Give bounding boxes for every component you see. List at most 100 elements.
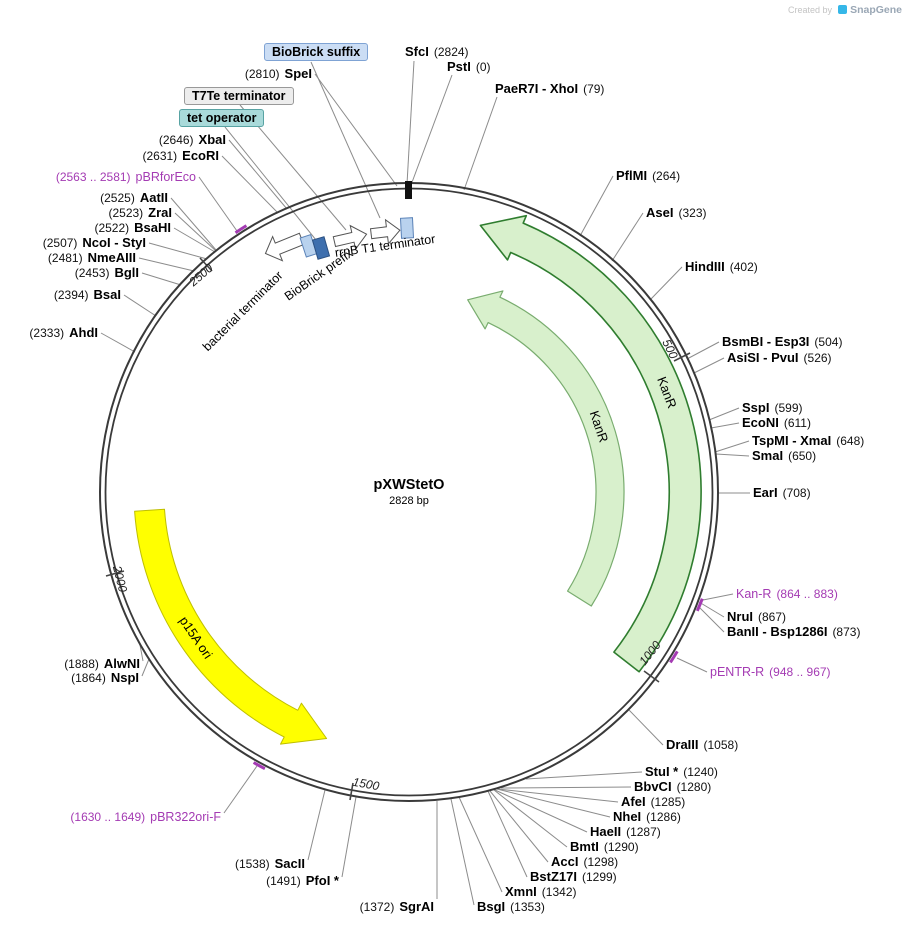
site-position: (402)	[729, 260, 758, 274]
site-label[interactable]: (2507) NcoI - StyI	[43, 235, 146, 251]
t7te-terminator-shape[interactable]	[332, 222, 370, 253]
site-name: XmnI	[505, 884, 537, 899]
site-position: (1058)	[703, 738, 739, 752]
primer-label[interactable]: Kan-R (864 .. 883)	[736, 586, 838, 602]
site-label[interactable]: EcoNI (611)	[742, 415, 811, 431]
site-label[interactable]: SfcI (2824)	[405, 44, 469, 60]
site-label[interactable]: TspMI - XmaI (648)	[752, 433, 864, 449]
pbrforeco-primer-arc	[234, 224, 248, 234]
site-position: (2522)	[94, 221, 130, 235]
site-name: BsaHI	[134, 220, 171, 235]
site-position: (1342)	[541, 885, 577, 899]
plasmid-title: pXWStetO 2828 bp	[334, 477, 484, 507]
site-label[interactable]: (2522) BsaHI	[94, 220, 171, 236]
site-label[interactable]: AfeI (1285)	[621, 794, 685, 810]
site-label[interactable]: (2333) AhdI	[29, 325, 98, 341]
primer-label[interactable]: (1630 .. 1649) pBR322ori-F	[70, 809, 221, 825]
primer-arcs[interactable]	[234, 224, 704, 771]
site-label[interactable]: DraIII (1058)	[666, 737, 738, 753]
site-name: EarI	[753, 485, 778, 500]
site-name: EcoRI	[182, 148, 219, 163]
site-name: AfeI	[621, 794, 646, 809]
biobrick-suffix-label[interactable]: BioBrick suffix	[264, 43, 369, 61]
site-label[interactable]: (2394) BsaI	[54, 287, 121, 303]
site-label[interactable]: BsgI (1353)	[477, 899, 545, 915]
site-label[interactable]: BstZ17I (1299)	[530, 869, 617, 885]
site-label[interactable]: (2523) ZraI	[108, 205, 172, 221]
site-label[interactable]: (1372) SgrAI	[360, 899, 434, 915]
site-label[interactable]: (2646) XbaI	[159, 132, 226, 148]
site-name: BbvCI	[634, 779, 672, 794]
site-label[interactable]: HaeII (1287)	[590, 824, 661, 840]
credit: Created by SnapGene	[788, 4, 902, 16]
site-name: NcoI - StyI	[82, 235, 146, 250]
kanr-inner-arrow[interactable]	[467, 290, 625, 607]
primer-position: (1630 .. 1649)	[70, 810, 146, 824]
rrnb-t1-terminator-shape[interactable]	[369, 218, 402, 245]
site-name: NspI	[110, 670, 139, 685]
site-name: EcoNI	[742, 415, 779, 430]
site-position: (2824)	[433, 45, 469, 59]
site-name: BsaI	[93, 287, 121, 302]
site-label[interactable]: (2631) EcoRI	[142, 148, 219, 164]
site-position: (264)	[652, 169, 681, 183]
site-label[interactable]: StuI * (1240)	[645, 764, 718, 780]
tet-operator-label[interactable]: tet operator	[179, 109, 265, 127]
primer-name: Kan-R	[736, 587, 772, 601]
site-name: SmaI	[752, 448, 784, 463]
primer-name: pBRforEco	[135, 170, 196, 184]
site-label[interactable]: AsiSI - PvuI (526)	[727, 350, 832, 366]
site-label[interactable]: HindIII (402)	[685, 259, 758, 275]
primer-label[interactable]: (2563 .. 2581) pBRforEco	[56, 169, 196, 185]
site-label[interactable]: BmtI (1290)	[570, 839, 639, 855]
site-label[interactable]: (2453) BglI	[75, 265, 139, 281]
tet-operator-box[interactable]	[311, 236, 331, 260]
site-name: NruI	[727, 609, 753, 624]
site-label[interactable]: BsmBI - Esp3I (504)	[722, 334, 842, 350]
site-position: (323)	[678, 206, 707, 220]
primer-position: (2563 .. 2581)	[55, 170, 131, 184]
site-position: (648)	[836, 434, 865, 448]
site-label[interactable]: EarI (708)	[753, 485, 811, 501]
site-label[interactable]: NheI (1286)	[613, 809, 681, 825]
primer-label[interactable]: pENTR-R (948 .. 967)	[710, 664, 831, 680]
site-position: (1285)	[650, 795, 686, 809]
site-label[interactable]: BanII - Bsp1286I (873)	[727, 624, 860, 640]
site-name: HindIII	[685, 259, 725, 274]
site-position: (599)	[774, 401, 803, 415]
site-label[interactable]: AseI (323)	[646, 205, 706, 221]
site-label[interactable]: (2481) NmeAIII	[48, 250, 136, 266]
site-name: SacII	[274, 856, 305, 871]
p15a-ori-arrow[interactable]	[134, 508, 328, 745]
site-label[interactable]: (2810) SpeI	[245, 66, 312, 82]
kanr-outer-arrow[interactable]	[479, 214, 702, 673]
site-position: (650)	[788, 449, 817, 463]
site-name: AseI	[646, 205, 674, 220]
site-label[interactable]: PaeR7I - XhoI (79)	[495, 81, 604, 97]
site-label[interactable]: AccI (1298)	[551, 854, 618, 870]
site-position: (611)	[783, 416, 811, 430]
site-label[interactable]: SspI (599)	[742, 400, 802, 416]
site-position: (1240)	[683, 765, 718, 779]
site-name: SgrAI	[399, 899, 434, 914]
site-label[interactable]: SmaI (650)	[752, 448, 816, 464]
site-label[interactable]: PflMI (264)	[616, 168, 680, 184]
site-label[interactable]: (1864) NspI	[71, 670, 139, 686]
site-label[interactable]: (1888) AlwNI	[64, 656, 140, 672]
site-position: (2525)	[100, 191, 135, 205]
site-label[interactable]: (1491) PfoI *	[266, 873, 339, 889]
site-position: (2481)	[47, 251, 83, 265]
site-label[interactable]: (1538) SacII	[235, 856, 305, 872]
site-label[interactable]: (2525) AatII	[100, 190, 168, 206]
biobrick-suffix-box[interactable]	[399, 217, 415, 239]
site-label[interactable]: NruI (867)	[727, 609, 786, 625]
site-label[interactable]: XmnI (1342)	[505, 884, 576, 900]
plasmid-size: 2828 bp	[389, 495, 429, 507]
bacterial-terminator-shape[interactable]	[261, 227, 307, 266]
t7te-terminator-label[interactable]: T7Te terminator	[184, 87, 294, 105]
plasmid-name: pXWStetO	[373, 477, 445, 493]
site-label[interactable]: BbvCI (1280)	[634, 779, 711, 795]
site-label[interactable]: PstI (0)	[447, 59, 491, 75]
